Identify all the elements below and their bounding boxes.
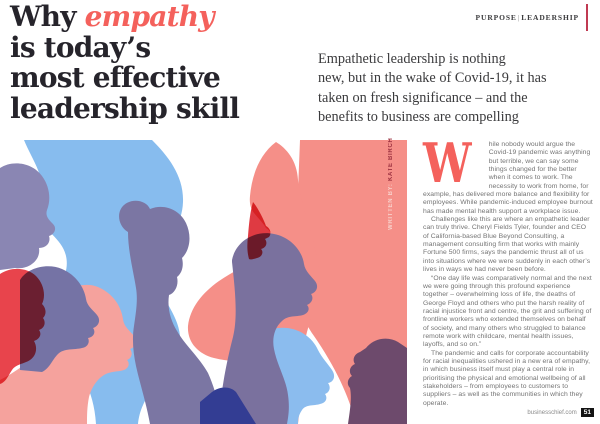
silhouette-slate-head-topleft — [0, 163, 56, 270]
byline-author: KATE BIRCH — [388, 137, 394, 182]
silhouette-navy-wedge — [200, 387, 256, 424]
page-title: Why empathy is today’s most effective le… — [10, 0, 240, 125]
standfirst-line: taken on fresh significance – and the — [318, 89, 528, 106]
paragraph-text: hile nobody would argue the Covid-19 pan… — [423, 141, 593, 215]
silhouette-red-face-blob — [0, 268, 46, 384]
corner-rule — [586, 4, 588, 31]
title-line-2: is today’s — [10, 30, 151, 64]
title-word-empathy: empathy — [84, 0, 215, 33]
byline-label: WRITTEN BY: — [388, 181, 394, 230]
title-line-4: leadership skill — [10, 91, 240, 125]
silhouette-red-profile-line — [247, 202, 271, 260]
page-number-badge: 51 — [580, 408, 594, 417]
standfirst-line: benefits to business are compelling — [318, 109, 519, 126]
byline: WRITTEN BY: KATE BIRCH — [388, 137, 394, 230]
kicker-section: PURPOSE — [475, 13, 517, 22]
silhouette-purple-face-right — [218, 233, 318, 424]
page-footer: businesschief.com 51 — [527, 408, 594, 417]
standfirst: Empathetic leadership is nothing new, bu… — [318, 50, 584, 128]
article-paragraph: Challenges like this are where an empath… — [423, 216, 591, 274]
standfirst-line: new, but in the wake of Covid-19, it has — [318, 70, 547, 87]
silhouette-pink-face-left — [0, 284, 137, 424]
footer-site-url: businesschief.com — [527, 409, 577, 416]
article-paragraph: “One day life was comparatively normal a… — [423, 274, 592, 349]
article-paragraph: The pandemic and calls for corporate acc… — [423, 349, 591, 407]
title-line-1: Why empathy — [10, 0, 239, 33]
dropcap: W — [423, 131, 472, 195]
kicker-category: LEADERSHIP — [521, 13, 579, 22]
kicker-separator: | — [517, 13, 521, 22]
silhouette-bun-woman — [119, 200, 220, 424]
empathy-faces-illustration — [0, 140, 407, 424]
title-line-3: most effective — [10, 61, 221, 94]
section-kicker: PURPOSE|LEADERSHIP — [476, 13, 579, 22]
standfirst-line: Empathetic leadership is nothing — [318, 51, 506, 67]
silhouette-plum-face-right-edge — [347, 338, 407, 424]
title-word-why: Why — [10, 0, 85, 33]
